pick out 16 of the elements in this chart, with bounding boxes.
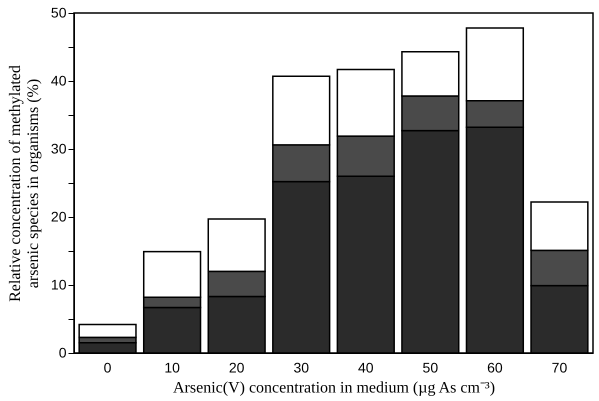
x-tick-label: 20	[228, 360, 245, 376]
y-tick-label: 0	[58, 344, 67, 360]
x-axis-title: Arsenic(V) concentration in medium (µg As cm⁻³)	[172, 380, 496, 396]
y-axis-title: Relative concentration of methylated arsenic species in organisms (%)	[6, 65, 42, 302]
x-tick-label: 30	[293, 360, 310, 376]
y-tick-label: 50	[50, 4, 67, 20]
x-tick-label: 40	[358, 360, 374, 376]
x-tick-label: 50	[422, 360, 438, 376]
x-tick-label: 0	[104, 360, 112, 376]
x-tick-label: 10	[164, 360, 180, 376]
y-tick-label: 10	[50, 276, 67, 292]
y-tick-label: 30	[50, 140, 67, 156]
y-tick-label: 20	[50, 208, 67, 224]
x-tick-label: 60	[487, 360, 503, 376]
y-tick-label: 40	[50, 72, 67, 88]
x-tick-label: 70	[552, 360, 568, 376]
